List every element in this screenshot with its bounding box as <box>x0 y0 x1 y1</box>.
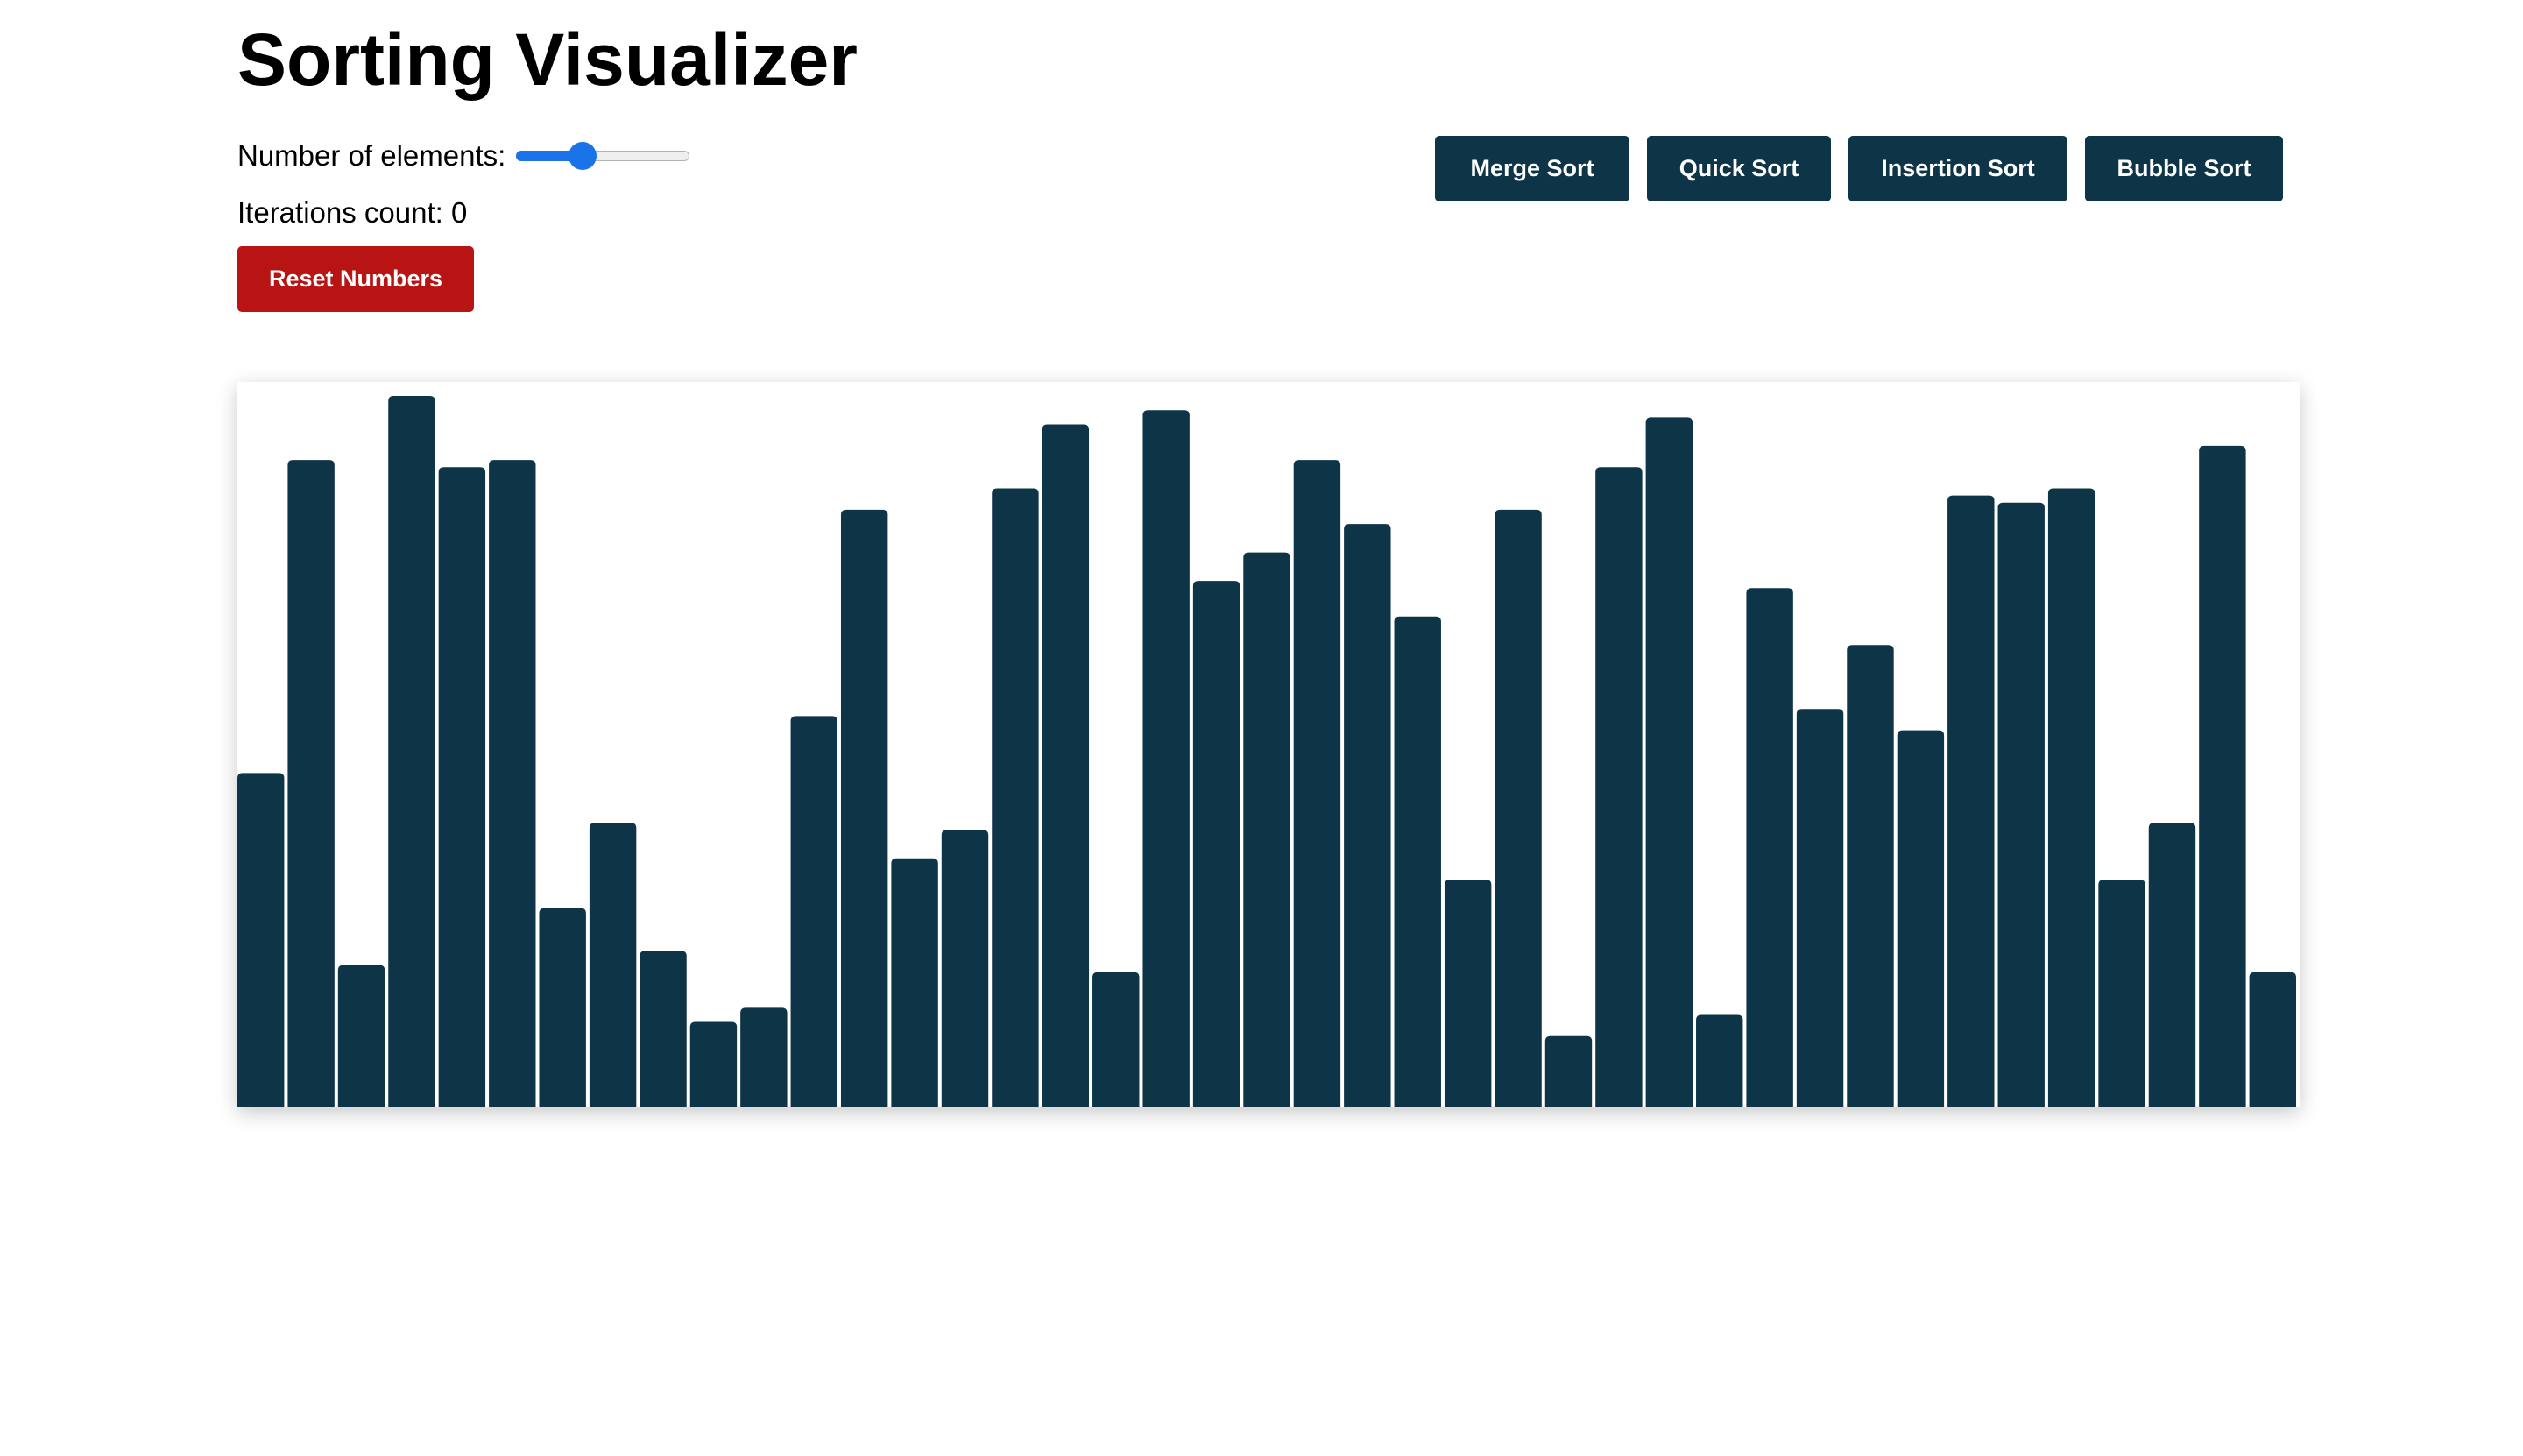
bar-24 <box>1444 880 1492 1107</box>
page-title: Sorting Visualizer <box>237 18 858 101</box>
bar-chart <box>237 382 2300 1107</box>
bar-31 <box>1796 709 1844 1107</box>
slider-fill <box>516 151 583 161</box>
bar-15 <box>992 488 1039 1107</box>
bubble-sort-button[interactable]: Bubble Sort <box>2085 136 2283 201</box>
bar-26 <box>1544 1035 1593 1107</box>
bar-27 <box>1595 467 1643 1107</box>
bar-40 <box>2249 972 2296 1107</box>
bars-svg <box>237 396 2296 1107</box>
bar-38 <box>2148 823 2196 1107</box>
bar-2 <box>337 965 385 1107</box>
reset-numbers-button[interactable]: Reset Numbers <box>237 246 474 312</box>
bar-0 <box>237 773 285 1107</box>
sort-button-group: Merge Sort Quick Sort Insertion Sort Bub… <box>1435 136 2283 201</box>
bar-34 <box>1947 495 1995 1107</box>
bar-30 <box>1746 588 1793 1107</box>
bar-20 <box>1243 552 1290 1107</box>
iterations-count: Iterations count: 0 <box>237 196 468 229</box>
bar-6 <box>539 908 586 1107</box>
bar-29 <box>1696 1014 1743 1107</box>
bar-9 <box>689 1021 738 1107</box>
bar-18 <box>1142 410 1190 1107</box>
bar-37 <box>2098 880 2145 1107</box>
bar-7 <box>589 823 637 1107</box>
bar-22 <box>1344 524 1391 1107</box>
bar-28 <box>1645 417 1693 1107</box>
bar-19 <box>1192 581 1240 1107</box>
merge-sort-button[interactable]: Merge Sort <box>1435 136 1629 201</box>
elements-control: Number of elements: <box>237 131 690 180</box>
bar-23 <box>1394 616 1441 1107</box>
bar-14 <box>941 830 989 1107</box>
slider-thumb[interactable] <box>569 142 597 170</box>
bar-36 <box>2047 488 2095 1107</box>
bar-12 <box>840 509 888 1107</box>
bar-1 <box>287 460 335 1107</box>
bar-33 <box>1897 730 1945 1107</box>
bar-5 <box>489 460 536 1107</box>
insertion-sort-button[interactable]: Insertion Sort <box>1848 136 2067 201</box>
bar-35 <box>1997 502 2045 1107</box>
bar-17 <box>1092 972 1140 1107</box>
bar-3 <box>388 396 435 1107</box>
bar-25 <box>1495 509 1542 1107</box>
bar-39 <box>2199 445 2246 1107</box>
bar-8 <box>640 951 687 1107</box>
bar-32 <box>1847 645 1894 1107</box>
bar-16 <box>1042 424 1090 1107</box>
bar-10 <box>740 1007 788 1107</box>
bar-11 <box>790 716 837 1107</box>
quick-sort-button[interactable]: Quick Sort <box>1647 136 1831 201</box>
bar-13 <box>891 858 938 1107</box>
bar-4 <box>438 467 486 1107</box>
elements-slider[interactable] <box>516 138 690 173</box>
bar-21 <box>1293 460 1341 1107</box>
elements-label: Number of elements: <box>237 139 506 172</box>
